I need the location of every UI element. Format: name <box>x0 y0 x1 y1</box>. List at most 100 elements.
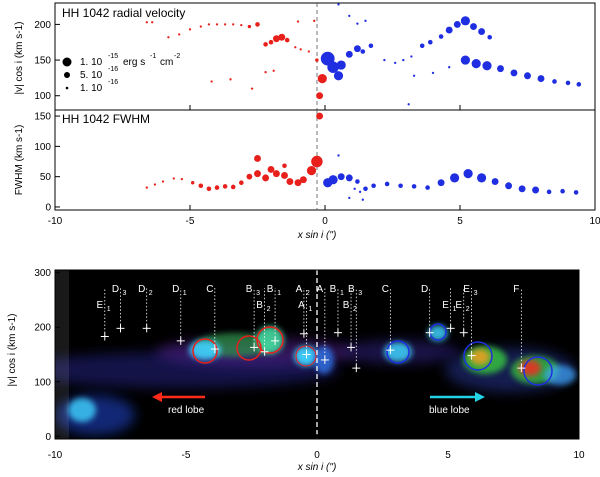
data-point <box>281 172 288 179</box>
emission-blob <box>544 365 576 385</box>
panel1-ylabel: |v| cos i (km s-1) <box>14 22 25 95</box>
legend-entry-1-unit2-exp: -2 <box>174 53 180 60</box>
data-point <box>294 179 302 187</box>
knot-label: D <box>138 284 145 295</box>
data-point <box>267 165 275 173</box>
data-point <box>210 80 213 83</box>
data-point <box>371 183 376 189</box>
knot-label-sub: 3 <box>256 290 260 297</box>
data-point <box>153 183 157 186</box>
xtick-label: -10 <box>48 216 63 227</box>
data-point <box>284 37 290 43</box>
ytick-label: 50 <box>40 172 52 183</box>
ytick-label: 0 <box>45 202 51 213</box>
data-point <box>552 79 557 84</box>
pv-emission <box>55 270 576 439</box>
data-point <box>398 183 403 189</box>
emission-blob <box>256 326 284 354</box>
panel3-yticks: 0 100 200 300 <box>34 268 60 443</box>
data-point <box>491 178 499 185</box>
data-point <box>402 58 405 62</box>
data-point <box>315 58 319 62</box>
knot-label-sub: 2 <box>267 306 271 313</box>
data-point <box>316 112 324 120</box>
data-point <box>348 14 351 17</box>
data-point <box>206 186 212 192</box>
data-point <box>311 155 323 168</box>
data-point <box>317 74 327 84</box>
knot-label: E <box>442 300 449 311</box>
legend-entry-1-unit2: cm <box>160 57 173 68</box>
data-point <box>497 65 504 73</box>
knot-label: D <box>421 284 428 295</box>
panel1-points <box>145 3 582 106</box>
knot-circle <box>295 345 317 367</box>
xtick-label: 5 <box>445 450 451 461</box>
knot-label: D <box>112 284 119 295</box>
data-point <box>345 50 353 58</box>
data-point <box>356 22 359 25</box>
panel-fwhm: HH 1042 FWHM 0 50 100 150 -10 -5 0 5 10 FWHM (k… <box>14 109 600 241</box>
ytick-label: 150 <box>34 112 51 123</box>
knot-label: A <box>298 300 305 311</box>
ytick-label: 300 <box>34 268 51 279</box>
xtick-label: 10 <box>573 450 585 461</box>
knot-label-sub: 1 <box>309 306 313 313</box>
data-point <box>394 61 397 65</box>
data-point <box>573 190 579 195</box>
knot-label: C <box>206 284 213 295</box>
data-point <box>199 25 202 28</box>
knot-label-sub: 2 <box>353 306 357 313</box>
data-point <box>268 39 274 45</box>
data-point <box>471 59 481 69</box>
knot-label-sub: 3 <box>358 290 362 297</box>
knot-label-sub: 2 <box>306 290 310 297</box>
data-point <box>431 71 435 75</box>
data-point <box>296 20 300 23</box>
data-point <box>482 61 492 71</box>
data-point <box>419 43 425 49</box>
knot-circle <box>256 326 284 354</box>
data-point <box>272 170 280 178</box>
data-point <box>368 43 374 49</box>
xtick-label: 10 <box>589 216 600 227</box>
data-point <box>510 69 518 77</box>
data-point <box>215 23 219 26</box>
data-point <box>487 34 493 40</box>
data-point <box>299 48 302 51</box>
data-point <box>518 185 526 193</box>
data-point <box>336 60 346 70</box>
data-point <box>355 179 360 184</box>
data-point <box>470 23 477 30</box>
data-point <box>411 184 417 189</box>
data-point <box>145 186 148 189</box>
data-point <box>348 196 351 200</box>
data-point <box>478 28 486 35</box>
knot-label: A <box>317 284 324 295</box>
data-point <box>246 173 253 180</box>
data-point <box>453 20 461 28</box>
data-point <box>361 198 364 201</box>
data-point <box>161 180 165 183</box>
data-point <box>232 23 235 26</box>
data-point <box>360 49 366 54</box>
data-point <box>327 61 339 73</box>
data-point <box>313 19 316 22</box>
ytick-label: 150 <box>34 56 51 67</box>
legend-marker-large <box>62 57 72 67</box>
legend-entry-1-value: 1. 10 <box>80 57 103 68</box>
xtick-label: 0 <box>314 450 320 461</box>
knot-circle <box>523 356 553 386</box>
knot-label: C <box>382 284 389 295</box>
knot-label-sub: 1 <box>107 306 111 313</box>
knot-circle <box>236 335 262 361</box>
knot-label: B <box>330 284 337 295</box>
data-point <box>223 23 227 26</box>
legend-entry-3-exp: -16 <box>108 79 118 86</box>
data-point <box>278 33 286 41</box>
data-point <box>383 58 386 62</box>
red-lobe-label: red lobe <box>168 405 205 416</box>
data-point <box>306 166 317 176</box>
knot-label: E <box>96 300 103 311</box>
panel1-title: HH 1042 radial velocity <box>62 6 185 20</box>
